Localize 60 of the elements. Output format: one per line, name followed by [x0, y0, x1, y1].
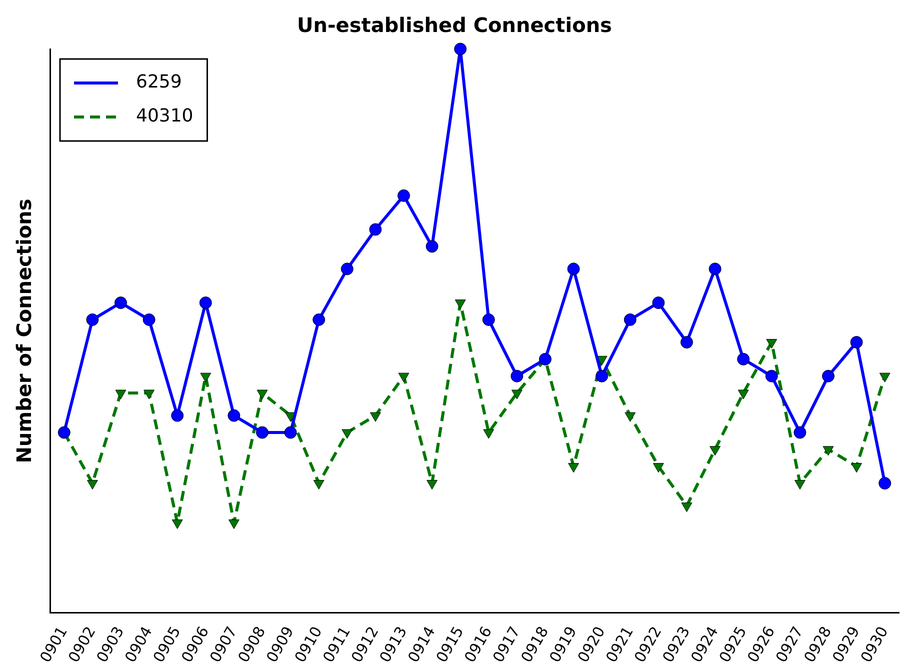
point	[426, 480, 438, 490]
point	[879, 372, 890, 382]
point	[653, 463, 664, 473]
point	[369, 223, 382, 236]
point	[313, 480, 324, 490]
point	[284, 426, 297, 439]
point	[794, 480, 806, 490]
y-axis-title: Number of Connections	[12, 198, 36, 464]
point	[539, 352, 552, 366]
point	[567, 262, 580, 276]
point	[737, 352, 750, 366]
point	[87, 480, 98, 490]
point	[228, 519, 240, 529]
point	[482, 313, 495, 326]
point	[483, 429, 494, 439]
point	[510, 370, 524, 382]
legend-label: 40310	[136, 106, 194, 127]
point	[794, 426, 806, 439]
point	[454, 300, 466, 310]
point	[878, 476, 892, 490]
point	[822, 446, 834, 456]
point	[142, 313, 156, 326]
point	[115, 390, 126, 400]
point	[370, 412, 381, 422]
point	[256, 426, 268, 439]
point	[766, 339, 778, 348]
point	[144, 390, 154, 400]
point	[398, 372, 410, 382]
point	[228, 409, 240, 422]
point	[114, 296, 127, 310]
point	[851, 463, 862, 473]
point	[86, 313, 99, 326]
point	[340, 262, 354, 276]
point	[342, 429, 353, 439]
point	[624, 412, 636, 422]
point	[568, 463, 579, 473]
point	[312, 313, 326, 326]
point	[512, 390, 522, 400]
point	[738, 390, 749, 400]
point	[681, 502, 692, 512]
point	[822, 370, 834, 382]
point	[652, 296, 665, 310]
point	[850, 336, 863, 348]
point	[58, 426, 70, 439]
legend-label: 6259	[136, 72, 182, 93]
point	[765, 370, 778, 382]
point	[708, 262, 722, 276]
point	[199, 296, 212, 310]
point	[200, 372, 212, 382]
point	[171, 409, 184, 422]
point	[596, 370, 608, 382]
point	[426, 240, 438, 253]
chart-title: Un-established Connections	[297, 13, 612, 38]
point	[256, 390, 268, 400]
point	[172, 519, 183, 529]
point	[710, 446, 720, 456]
point	[398, 189, 410, 202]
point	[680, 336, 693, 348]
point	[454, 42, 467, 56]
point	[624, 313, 636, 326]
